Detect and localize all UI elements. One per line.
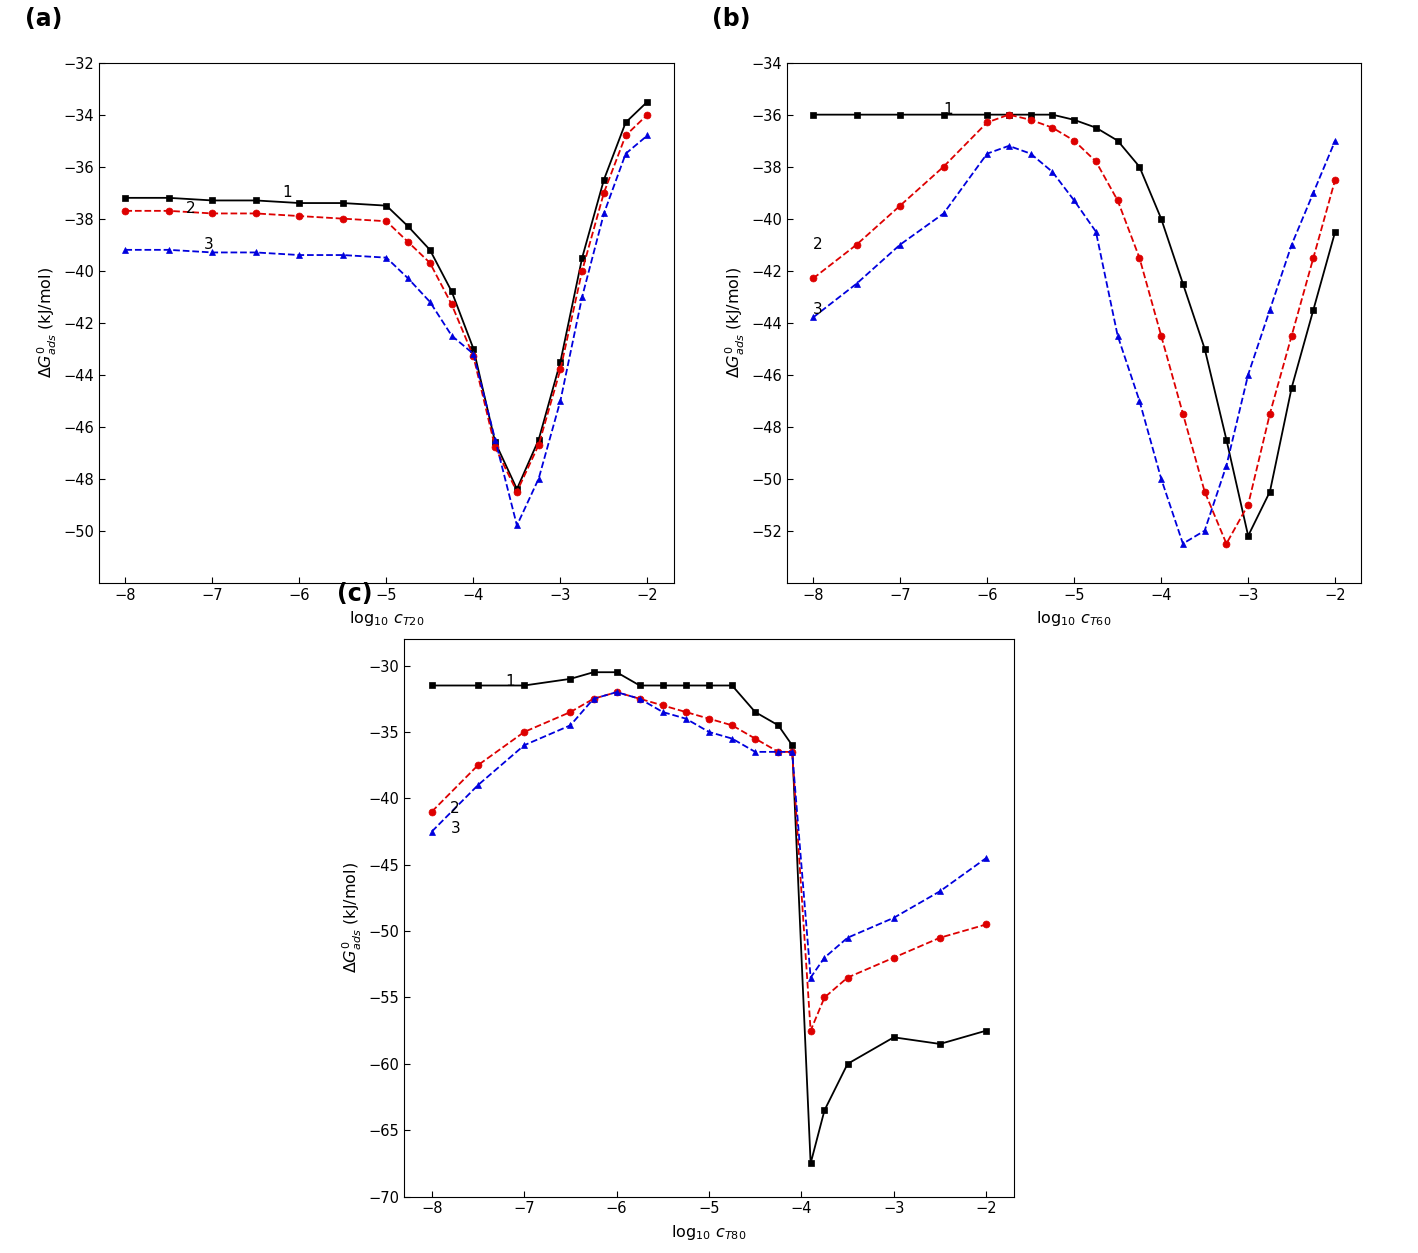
Text: 1: 1	[506, 674, 515, 689]
Text: 2: 2	[451, 802, 459, 817]
Text: 2: 2	[186, 200, 196, 216]
Text: 1: 1	[282, 185, 292, 200]
Text: 3: 3	[451, 822, 459, 836]
Text: (c): (c)	[337, 581, 373, 605]
Y-axis label: $\Delta G^0_{ads}$ (kJ/mol): $\Delta G^0_{ads}$ (kJ/mol)	[35, 267, 60, 378]
Text: 3: 3	[204, 237, 214, 252]
Text: 3: 3	[813, 302, 822, 317]
Text: 2: 2	[813, 237, 822, 252]
Text: 1: 1	[943, 101, 953, 117]
Text: (a): (a)	[24, 8, 62, 31]
Y-axis label: $\Delta G^0_{ads}$ (kJ/mol): $\Delta G^0_{ads}$ (kJ/mol)	[340, 862, 364, 974]
X-axis label: log$_{10}$ $c_{T60}$: log$_{10}$ $c_{T60}$	[1037, 609, 1112, 629]
Y-axis label: $\Delta G^0_{ads}$ (kJ/mol): $\Delta G^0_{ads}$ (kJ/mol)	[723, 267, 747, 378]
X-axis label: log$_{10}$ $c_{T80}$: log$_{10}$ $c_{T80}$	[671, 1223, 747, 1243]
Text: (b): (b)	[712, 8, 752, 31]
X-axis label: log$_{10}$ $c_{T20}$: log$_{10}$ $c_{T20}$	[349, 609, 424, 629]
